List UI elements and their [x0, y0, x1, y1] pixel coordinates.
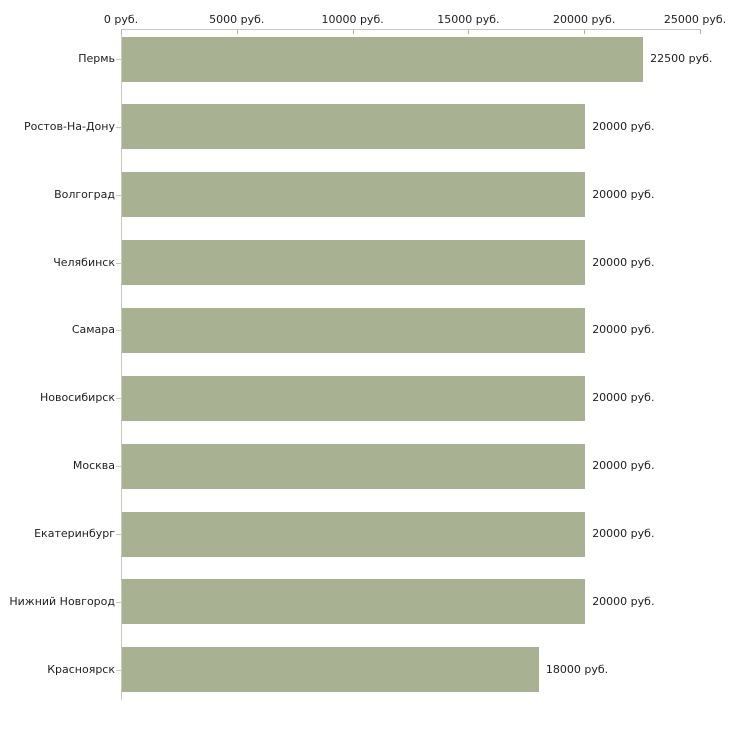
bar [122, 307, 586, 353]
x-tick-mark [468, 30, 470, 34]
y-tick-mark [116, 126, 121, 128]
x-tick-mark [700, 30, 701, 34]
value-label: 20000 руб. [592, 459, 655, 473]
category-label: Екатеринбург [34, 527, 115, 541]
y-tick-mark [116, 466, 121, 468]
x-tick-label: 20000 руб. [553, 13, 616, 26]
x-tick-label: 5000 руб. [209, 13, 265, 26]
value-label: 20000 руб. [592, 323, 655, 337]
bar [122, 375, 586, 421]
value-label: 20000 руб. [592, 119, 655, 133]
y-tick-mark [116, 59, 121, 60]
value-label: 22500 руб. [650, 52, 713, 65]
y-tick-mark [116, 262, 121, 264]
y-tick-mark [116, 601, 121, 603]
bar [122, 511, 586, 557]
x-tick-mark [236, 30, 238, 34]
x-tick-label: 0 руб. [103, 13, 139, 26]
y-tick-mark [116, 534, 121, 536]
bar [122, 647, 539, 693]
category-label: Ростов-На-Дону [23, 119, 115, 133]
value-label: 20000 руб. [592, 255, 655, 269]
category-label: Красноярск [47, 662, 115, 676]
category-label: Нижний Новгород [9, 594, 115, 608]
bar [122, 579, 586, 625]
category-label: Новосибирск [39, 391, 115, 405]
category-label: Челябинск [53, 255, 115, 269]
value-label: 20000 руб. [592, 187, 655, 201]
x-tick-label: 10000 руб. [321, 13, 384, 26]
y-tick-mark [116, 194, 121, 196]
x-tick-mark [352, 30, 354, 34]
value-label: 18000 руб. [545, 662, 609, 676]
category-label: Москва [72, 459, 115, 473]
x-axis-line [121, 29, 701, 30]
value-label: 20000 руб. [592, 391, 655, 405]
y-tick-mark [116, 398, 121, 400]
bar [122, 36, 644, 82]
value-label: 20000 руб. [592, 527, 655, 541]
x-tick-label: 25000 руб. [663, 13, 727, 26]
y-tick-mark [116, 669, 121, 671]
bar [122, 240, 586, 286]
category-label: Пермь [78, 52, 115, 65]
x-tick-mark [584, 30, 586, 34]
x-tick-mark [121, 30, 122, 34]
bar [122, 443, 586, 489]
value-label: 20000 руб. [592, 594, 655, 608]
y-tick-mark [116, 330, 121, 332]
category-label: Самара [71, 323, 115, 337]
category-label: Волгоград [54, 187, 115, 201]
y-axis-line [121, 29, 122, 700]
bar [122, 104, 586, 150]
x-tick-label: 15000 руб. [437, 13, 500, 26]
bar [122, 172, 586, 218]
